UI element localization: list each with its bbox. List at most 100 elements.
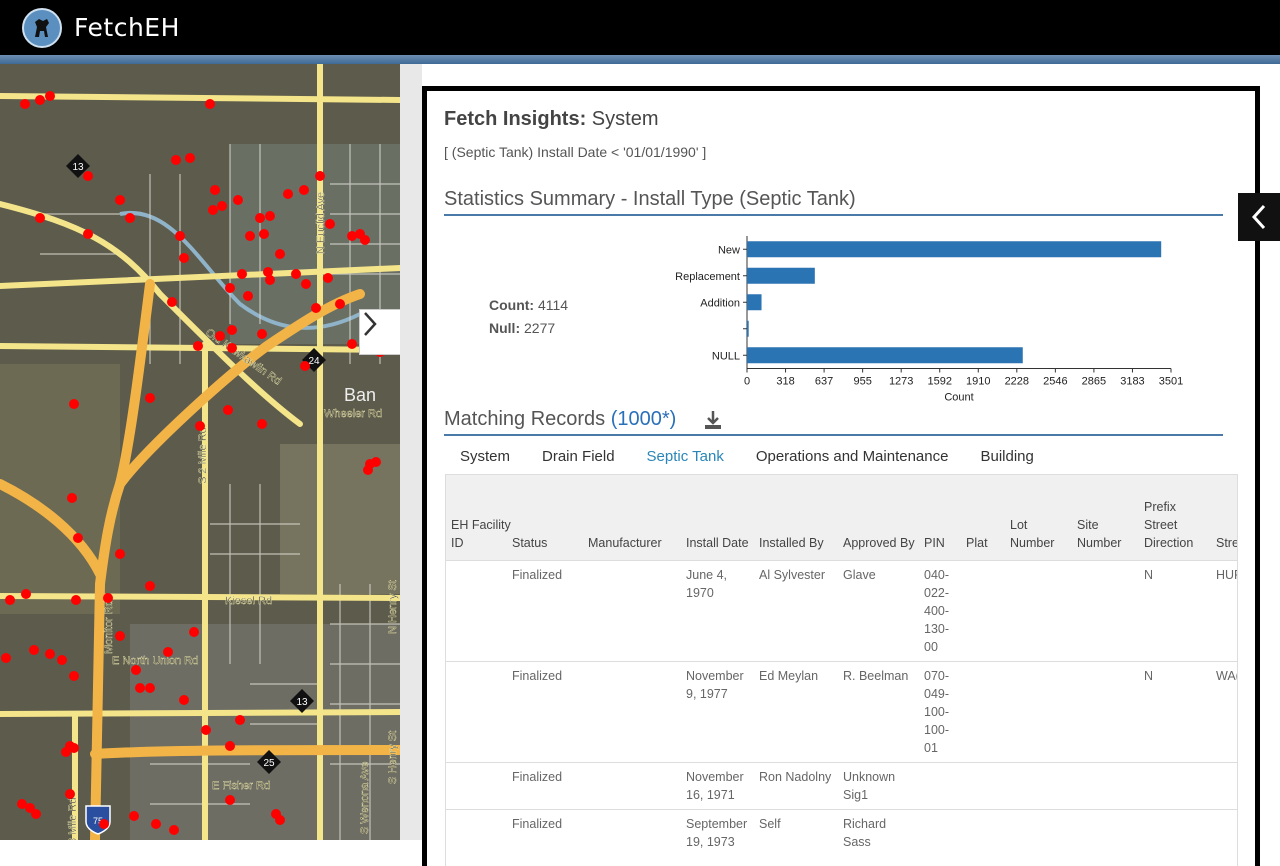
facility-marker[interactable] (65, 789, 75, 799)
facility-marker[interactable] (225, 741, 235, 751)
facility-marker[interactable] (283, 189, 293, 199)
facility-marker[interactable] (145, 393, 155, 403)
facility-marker[interactable] (259, 229, 269, 239)
facility-marker[interactable] (189, 627, 199, 637)
facility-marker[interactable] (21, 589, 31, 599)
facility-marker[interactable] (265, 275, 275, 285)
facility-marker[interactable] (185, 153, 195, 163)
facility-marker[interactable] (227, 343, 237, 353)
facility-marker[interactable] (208, 205, 218, 215)
chart-bar[interactable] (747, 347, 1023, 364)
facility-marker[interactable] (235, 715, 245, 725)
facility-marker[interactable] (217, 201, 227, 211)
facility-marker[interactable] (31, 809, 41, 819)
col-header[interactable]: Manufacturer (588, 536, 662, 550)
facility-marker[interactable] (151, 819, 161, 829)
table-row[interactable]: Finalized November 16, 1971 Ron Nadolny … (446, 763, 1237, 810)
facility-marker[interactable] (325, 219, 335, 229)
facility-marker[interactable] (115, 195, 125, 205)
facility-marker[interactable] (335, 299, 345, 309)
chart-bar[interactable] (747, 294, 762, 311)
col-header[interactable]: Installed By (759, 536, 824, 550)
facility-marker[interactable] (35, 213, 45, 223)
facility-marker[interactable] (301, 279, 311, 289)
facility-marker[interactable] (20, 99, 30, 109)
facility-marker[interactable] (67, 493, 77, 503)
facility-marker[interactable] (69, 399, 79, 409)
facility-marker[interactable] (145, 683, 155, 693)
facility-marker[interactable] (363, 465, 373, 475)
facility-marker[interactable] (227, 325, 237, 335)
col-header[interactable]: Status (512, 536, 548, 550)
col-header[interactable]: Plat (966, 536, 988, 550)
map-canvas[interactable]: 13 24 13 25 75 N Euclid Ave Old Kawkawli… (0, 64, 400, 840)
facility-marker[interactable] (347, 231, 357, 241)
facility-marker[interactable] (205, 99, 215, 109)
facility-marker[interactable] (257, 419, 267, 429)
facility-marker[interactable] (347, 339, 357, 349)
facility-marker[interactable] (171, 155, 181, 165)
facility-marker[interactable] (169, 825, 179, 835)
facility-marker[interactable] (371, 457, 381, 467)
tab-drain-field[interactable]: Drain Field (542, 448, 615, 465)
records-table[interactable]: EH Facility ID Status Manufacturer Insta… (445, 474, 1238, 866)
facility-marker[interactable] (35, 95, 45, 105)
expand-panel-button[interactable] (1238, 193, 1280, 241)
facility-marker[interactable] (45, 649, 55, 659)
facility-marker[interactable] (115, 631, 125, 641)
col-header[interactable]: Install Date (686, 536, 749, 550)
col-header[interactable]: Prefix Street Direction (1144, 500, 1194, 550)
facility-marker[interactable] (265, 211, 275, 221)
facility-marker[interactable] (29, 645, 39, 655)
facility-marker[interactable] (193, 341, 203, 351)
tab-system[interactable]: System (460, 448, 511, 465)
facility-marker[interactable] (179, 253, 189, 263)
col-header[interactable]: PIN (924, 536, 945, 550)
facility-marker[interactable] (125, 213, 135, 223)
facility-marker[interactable] (201, 725, 211, 735)
facility-marker[interactable] (210, 185, 220, 195)
facility-marker[interactable] (311, 303, 321, 313)
facility-marker[interactable] (257, 329, 267, 339)
facility-marker[interactable] (315, 171, 325, 181)
facility-marker[interactable] (17, 799, 27, 809)
col-header[interactable]: Stre (1216, 536, 1238, 550)
table-row[interactable]: Finalized June 4, 1970 Al Sylvester Glav… (446, 561, 1237, 662)
facility-marker[interactable] (323, 273, 333, 283)
facility-marker[interactable] (71, 595, 81, 605)
facility-marker[interactable] (225, 283, 235, 293)
facility-marker[interactable] (145, 581, 155, 591)
facility-marker[interactable] (275, 815, 285, 825)
col-header[interactable]: Site Number (1077, 518, 1122, 550)
chart-bar[interactable] (747, 241, 1162, 258)
facility-marker[interactable] (1, 653, 11, 663)
tab-septic-tank[interactable]: Septic Tank (646, 448, 724, 465)
facility-marker[interactable] (115, 549, 125, 559)
facility-marker[interactable] (99, 819, 109, 829)
facility-marker[interactable] (131, 665, 141, 675)
facility-marker[interactable] (233, 195, 243, 205)
table-row[interactable]: Finalized November 9, 1977 Ed Meylan R. … (446, 662, 1237, 763)
facility-marker[interactable] (163, 647, 173, 657)
facility-marker[interactable] (179, 695, 189, 705)
facility-marker[interactable] (83, 171, 93, 181)
chart-bar[interactable] (747, 267, 815, 284)
facility-marker[interactable] (300, 361, 310, 371)
facility-marker[interactable] (237, 269, 247, 279)
facility-marker[interactable] (225, 795, 235, 805)
facility-marker[interactable] (195, 421, 205, 431)
table-row[interactable]: Finalized September 19, 1973 Self Richar… (446, 810, 1237, 866)
facility-marker[interactable] (360, 235, 370, 245)
facility-marker[interactable] (129, 811, 139, 821)
facility-marker[interactable] (243, 291, 253, 301)
facility-marker[interactable] (135, 683, 145, 693)
map-view[interactable]: 13 24 13 25 75 N Euclid Ave Old Kawkawli… (0, 64, 400, 840)
download-icon[interactable] (702, 409, 724, 431)
facility-marker[interactable] (5, 595, 15, 605)
chart-bar[interactable] (747, 320, 749, 337)
facility-marker[interactable] (223, 405, 233, 415)
facility-marker[interactable] (61, 747, 71, 757)
facility-marker[interactable] (291, 269, 301, 279)
facility-marker[interactable] (245, 231, 255, 241)
col-header[interactable]: Approved By (843, 536, 915, 550)
